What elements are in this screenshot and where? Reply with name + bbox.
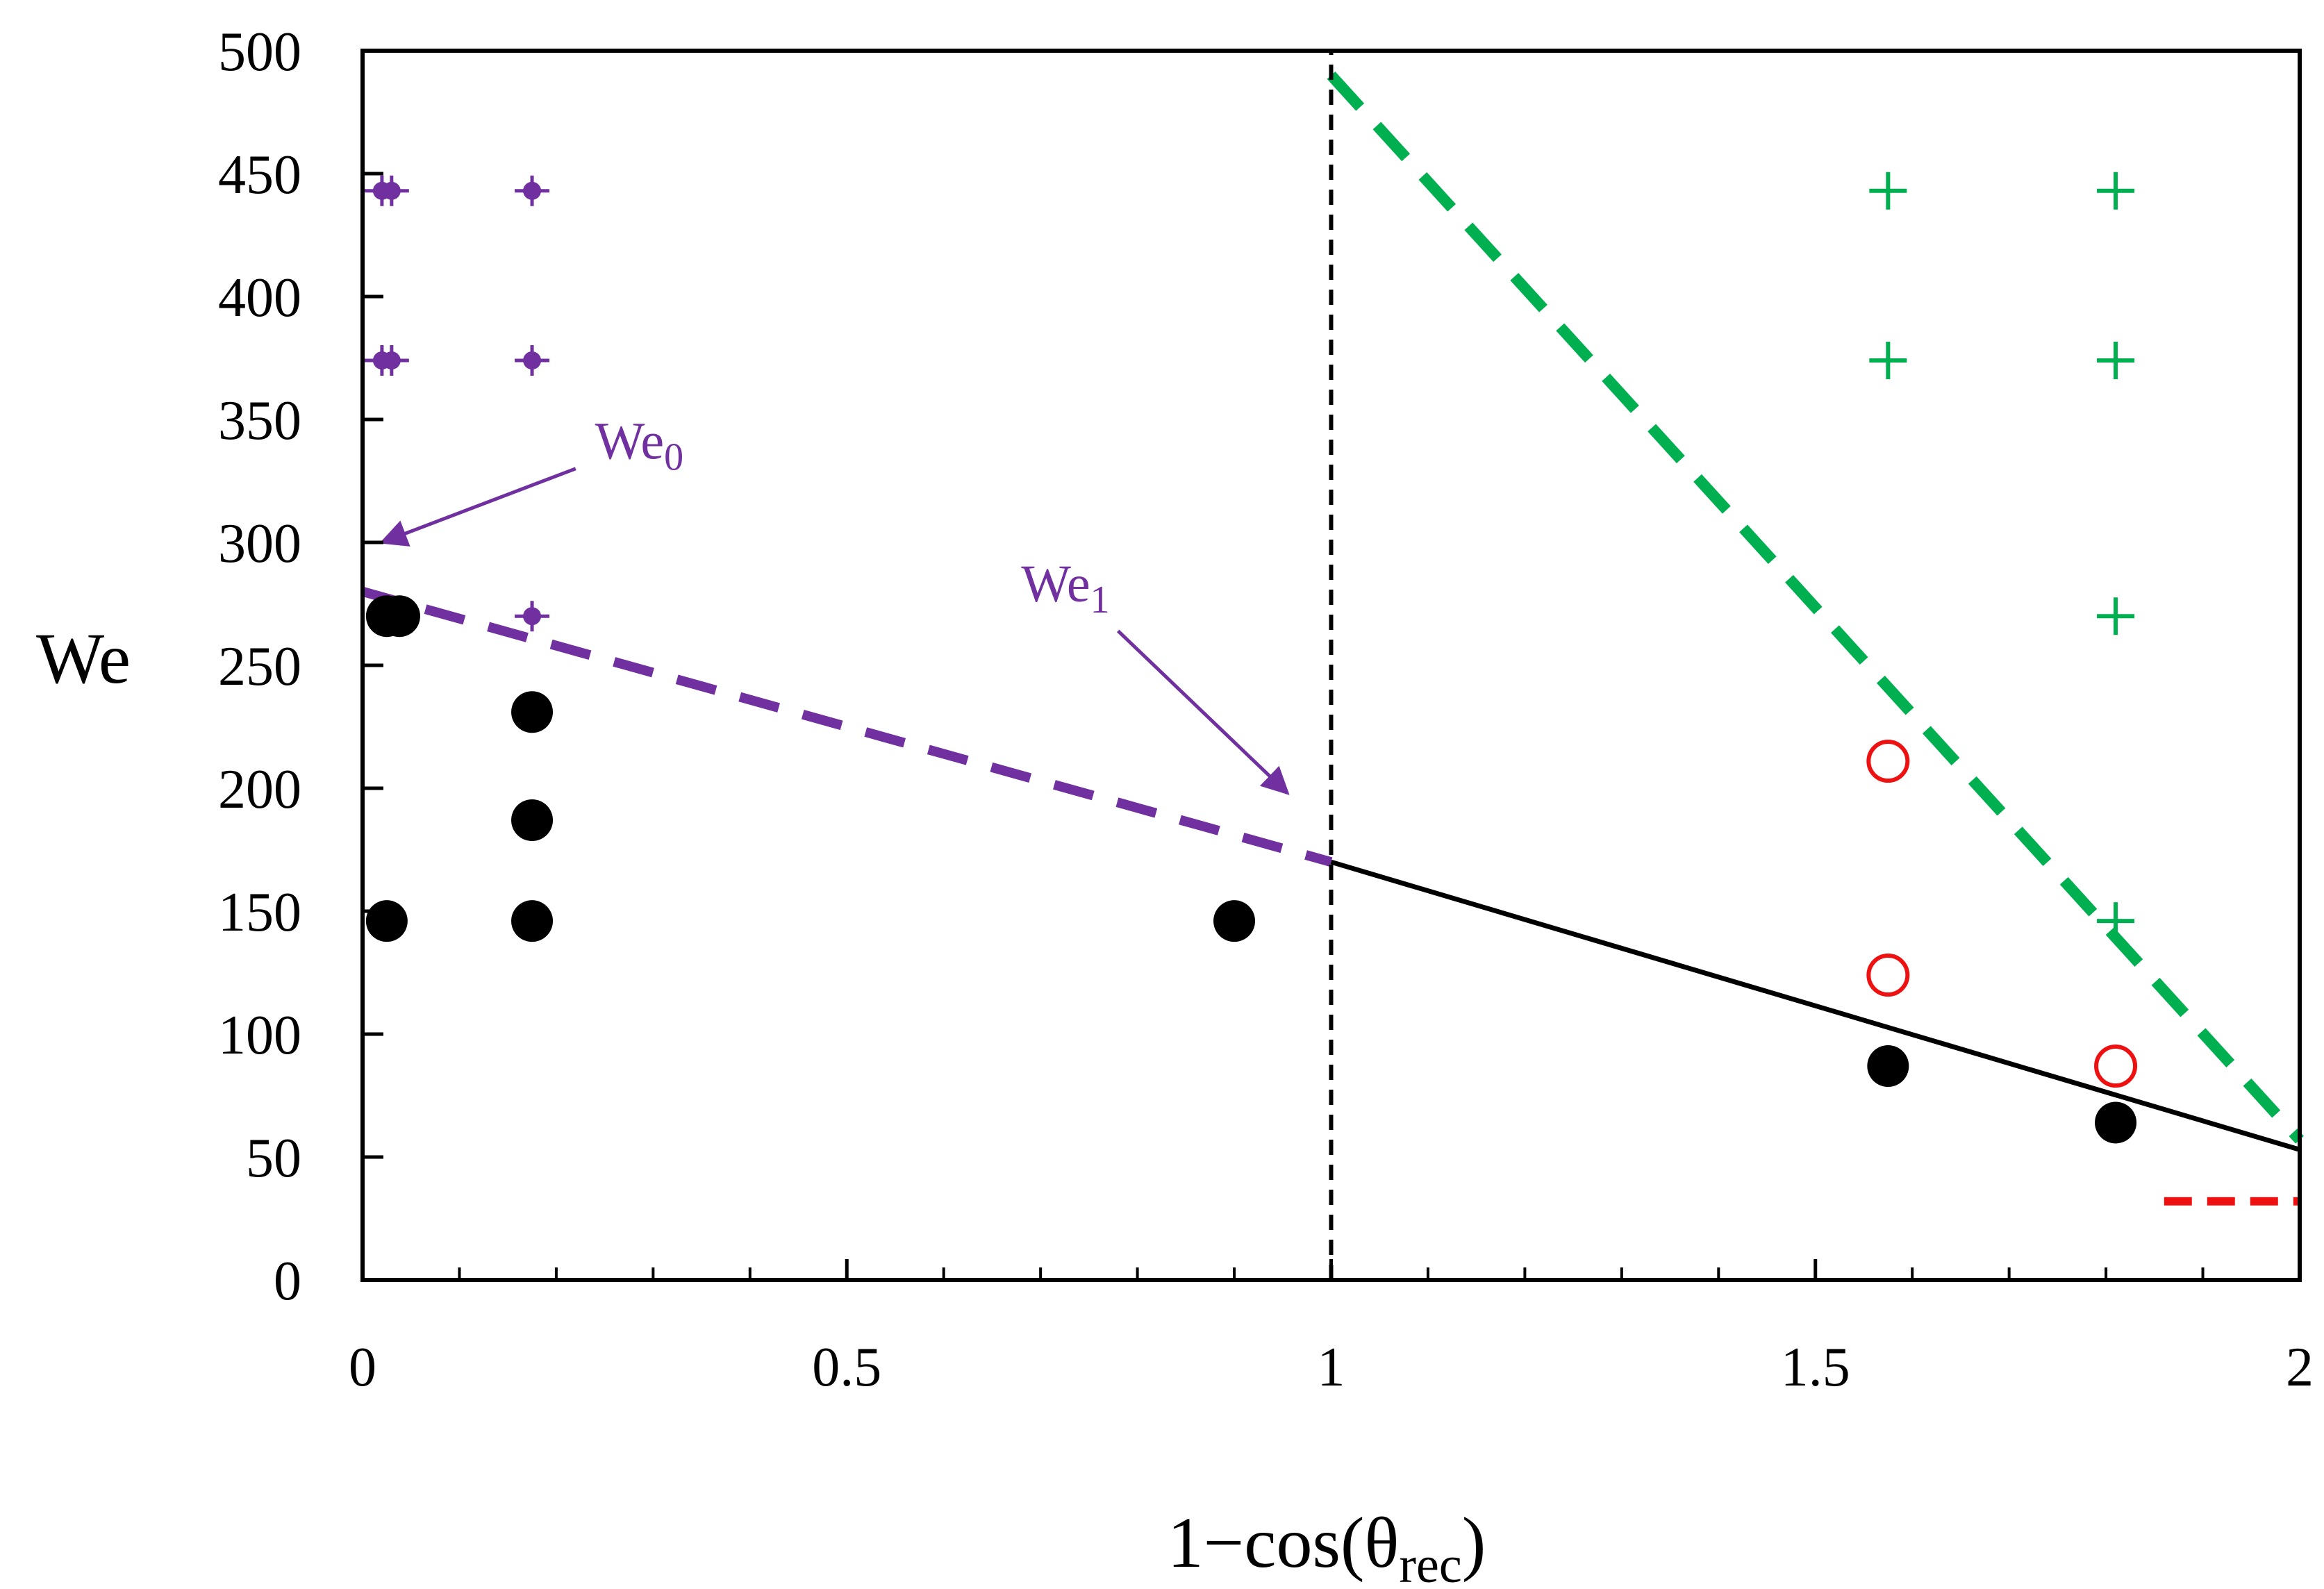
point-green-crosses-3 (2097, 342, 2135, 380)
point-black-filled-circles-6 (1213, 900, 1256, 942)
annotation-label-We0: We0 (595, 413, 683, 479)
x-tick-label: 0.5 (812, 1337, 881, 1398)
point-red-open-circles-1 (1866, 954, 1910, 997)
x-tick-label: 1 (1318, 1337, 1345, 1398)
point-black-filled-circles-3 (511, 691, 554, 733)
green-dashed-fit (1327, 72, 2304, 1144)
point-black-filled-circles-2 (365, 900, 408, 942)
fit-lines (361, 51, 2304, 1280)
point-green-crosses-1 (2097, 172, 2135, 210)
y-tick-label: 400 (218, 267, 301, 328)
annotation-subscript: 0 (664, 436, 683, 479)
point-purple-crosses-with-dots-4 (374, 345, 409, 376)
y-axis-title: We (36, 619, 131, 699)
point-black-filled-circles-5 (511, 900, 554, 942)
point-black-filled-circles-7 (1867, 1045, 1909, 1088)
point-green-crosses-4 (2097, 597, 2135, 635)
point-purple-crosses-with-dots-6 (515, 601, 550, 632)
point-black-filled-circles-8 (2095, 1101, 2137, 1144)
point-purple-crosses-with-dots-2 (515, 175, 550, 206)
annotation-arrow-We1 (1116, 629, 1290, 795)
y-tick-label: 300 (218, 513, 301, 574)
y-tick-label: 200 (218, 759, 301, 820)
y-tick-label: 150 (218, 882, 301, 943)
annotation-label-We1: We1 (1021, 555, 1109, 622)
y-tick-label: 250 (218, 636, 301, 697)
x-tick-label: 2 (2286, 1337, 2314, 1398)
point-black-filled-circles-1 (378, 595, 420, 638)
data-points (364, 172, 2138, 1144)
point-dot (382, 181, 401, 200)
x-axis-title-main: 1−cos(θ (1168, 1503, 1400, 1583)
point-dot (523, 351, 542, 370)
y-tick-label: 0 (274, 1251, 301, 1312)
x-axis-title-close: ) (1462, 1503, 1486, 1583)
x-axis-title: 1−cos(θrec) (1168, 1503, 1486, 1589)
point-red-open-circles-0 (1866, 740, 1910, 783)
point-green-crosses-5 (2097, 902, 2135, 940)
annotation-arrow-We0 (379, 467, 576, 547)
point-green-crosses-2 (1869, 342, 1907, 380)
point-green-crosses-0 (1869, 172, 1907, 210)
y-tick-label: 100 (218, 1005, 301, 1066)
point-purple-crosses-with-dots-1 (374, 175, 409, 206)
y-tick-label: 350 (218, 390, 301, 451)
point-dot (382, 351, 401, 370)
annotation-subscript: 1 (1090, 579, 1110, 622)
point-black-filled-circles-4 (511, 799, 554, 842)
y-tick-label: 50 (246, 1128, 301, 1189)
x-tick-label: 0 (349, 1337, 376, 1398)
y-tick-label: 450 (218, 144, 301, 206)
point-red-open-circles-2 (2094, 1045, 2138, 1088)
point-dot (523, 607, 542, 626)
purple-dashed-fit (361, 587, 1333, 867)
black-solid-fit (1330, 859, 2300, 1152)
axes: 0 0.5 1 1.5 2 0 50 100 150 200 250 300 350 400 450 500 (218, 22, 2314, 1398)
point-purple-crosses-with-dots-5 (515, 345, 550, 376)
x-tick-label: 1.5 (1781, 1337, 1850, 1398)
x-axis-title-subscript: rec (1399, 1537, 1461, 1589)
y-tick-label: 500 (218, 22, 301, 83)
annotation-text: We (1021, 555, 1090, 613)
annotation-text: We (595, 413, 664, 471)
point-dot (523, 181, 542, 200)
